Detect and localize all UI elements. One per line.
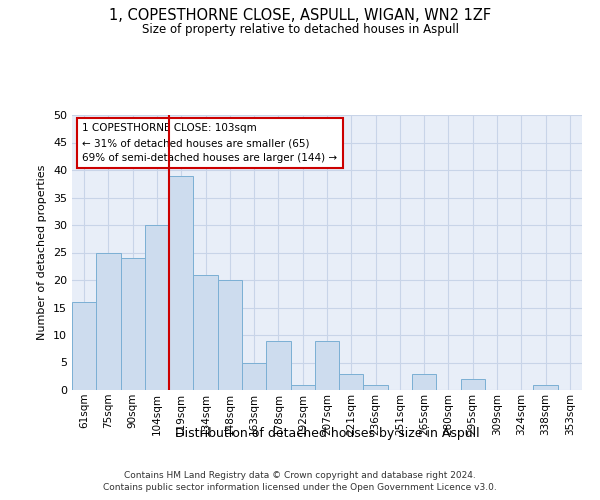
Bar (364, 384, 388, 390)
Bar (533, 384, 558, 390)
Bar (242, 362, 266, 390)
Text: Contains HM Land Registry data © Crown copyright and database right 2024.: Contains HM Land Registry data © Crown c… (124, 471, 476, 480)
Bar (218, 280, 242, 390)
Bar (339, 374, 364, 390)
Bar (121, 258, 145, 390)
Text: Distribution of detached houses by size in Aspull: Distribution of detached houses by size … (175, 428, 479, 440)
Bar (266, 340, 290, 390)
Bar (169, 176, 193, 390)
Bar (96, 252, 121, 390)
Bar (145, 225, 169, 390)
Bar (290, 384, 315, 390)
Bar (315, 340, 339, 390)
Bar (193, 274, 218, 390)
Text: 1, COPESTHORNE CLOSE, ASPULL, WIGAN, WN2 1ZF: 1, COPESTHORNE CLOSE, ASPULL, WIGAN, WN2… (109, 8, 491, 22)
Text: Size of property relative to detached houses in Aspull: Size of property relative to detached ho… (142, 22, 458, 36)
Bar (72, 302, 96, 390)
Text: Contains public sector information licensed under the Open Government Licence v3: Contains public sector information licen… (103, 484, 497, 492)
Text: 1 COPESTHORNE CLOSE: 103sqm
← 31% of detached houses are smaller (65)
69% of sem: 1 COPESTHORNE CLOSE: 103sqm ← 31% of det… (82, 123, 337, 163)
Bar (412, 374, 436, 390)
Y-axis label: Number of detached properties: Number of detached properties (37, 165, 47, 340)
Bar (461, 379, 485, 390)
